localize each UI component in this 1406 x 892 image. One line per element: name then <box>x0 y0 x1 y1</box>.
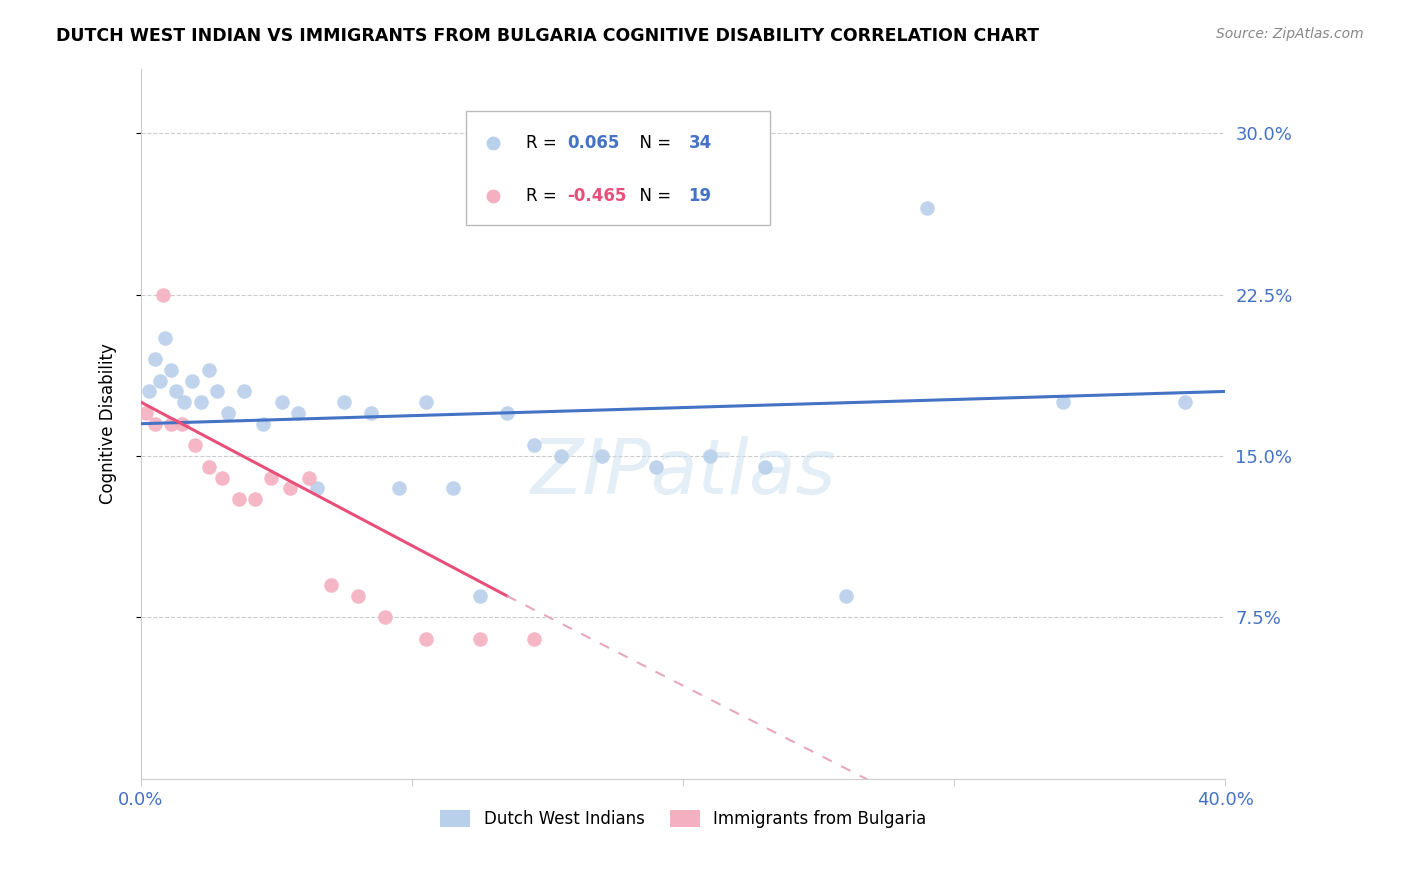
Text: ZIPatlas: ZIPatlas <box>530 436 837 510</box>
Point <box>228 491 250 506</box>
Point <box>149 374 172 388</box>
Point <box>1052 395 1074 409</box>
Point <box>205 384 228 399</box>
Point <box>415 395 437 409</box>
Point <box>298 470 321 484</box>
Point <box>135 406 157 420</box>
Point <box>211 470 233 484</box>
Point <box>155 330 177 344</box>
Point <box>441 481 464 495</box>
Point <box>415 632 437 646</box>
Point <box>190 395 212 409</box>
FancyBboxPatch shape <box>467 112 770 225</box>
Point <box>591 449 613 463</box>
Point <box>217 406 239 420</box>
Point <box>170 417 193 431</box>
Point <box>159 417 181 431</box>
Point <box>699 449 721 463</box>
Point <box>1174 395 1197 409</box>
Point <box>181 374 204 388</box>
Point <box>319 578 342 592</box>
Point <box>496 406 519 420</box>
Text: 0.065: 0.065 <box>567 134 620 152</box>
Point <box>184 438 207 452</box>
Point <box>152 287 174 301</box>
Point <box>143 352 166 367</box>
Text: -0.465: -0.465 <box>567 187 627 205</box>
Point <box>243 491 266 506</box>
Point <box>360 406 382 420</box>
Text: N =: N = <box>628 187 676 205</box>
Point <box>252 417 274 431</box>
Text: N =: N = <box>628 134 676 152</box>
Point <box>333 395 356 409</box>
Point <box>138 384 160 399</box>
Point <box>287 406 309 420</box>
Point <box>233 384 256 399</box>
Point <box>260 470 283 484</box>
Point <box>523 438 546 452</box>
Point <box>915 202 938 216</box>
Text: R =: R = <box>526 134 562 152</box>
Text: 19: 19 <box>689 187 711 205</box>
Text: Source: ZipAtlas.com: Source: ZipAtlas.com <box>1216 27 1364 41</box>
Point <box>347 589 370 603</box>
Point <box>159 363 181 377</box>
Point <box>468 632 491 646</box>
Point <box>197 363 219 377</box>
Point <box>645 459 668 474</box>
Point <box>271 395 294 409</box>
Text: 34: 34 <box>689 134 711 152</box>
Point <box>165 384 187 399</box>
Point <box>374 610 396 624</box>
Point <box>387 481 409 495</box>
Text: R =: R = <box>526 187 562 205</box>
Point <box>550 449 572 463</box>
Point <box>197 459 219 474</box>
Point <box>173 395 195 409</box>
Y-axis label: Cognitive Disability: Cognitive Disability <box>100 343 117 504</box>
Point <box>143 417 166 431</box>
Legend: Dutch West Indians, Immigrants from Bulgaria: Dutch West Indians, Immigrants from Bulg… <box>433 803 932 835</box>
Point <box>835 589 858 603</box>
Point <box>278 481 301 495</box>
Point <box>523 632 546 646</box>
Point <box>307 481 329 495</box>
Point <box>468 589 491 603</box>
Point <box>754 459 776 474</box>
Text: DUTCH WEST INDIAN VS IMMIGRANTS FROM BULGARIA COGNITIVE DISABILITY CORRELATION C: DUTCH WEST INDIAN VS IMMIGRANTS FROM BUL… <box>56 27 1039 45</box>
